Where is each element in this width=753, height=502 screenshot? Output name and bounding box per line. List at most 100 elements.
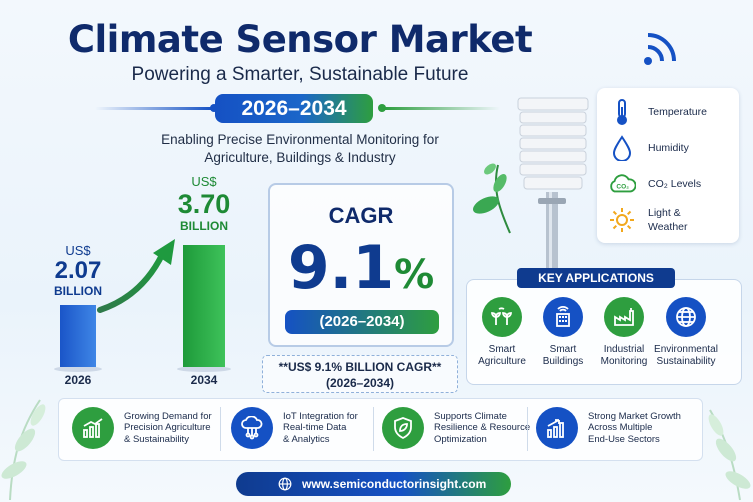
feature-line-1: IoT Integration for bbox=[283, 410, 358, 422]
value-number: 2.07 bbox=[54, 257, 102, 284]
application-label: Smart Buildings bbox=[530, 344, 596, 368]
sensor-item-light-weather: Light & Weather bbox=[608, 206, 688, 234]
market-value-2034: US$ 3.70 BILLION bbox=[160, 174, 248, 233]
unit-label: BILLION bbox=[180, 219, 228, 233]
feature-line-2: Real-time Data bbox=[283, 422, 347, 434]
sensor-label: Temperature bbox=[648, 105, 707, 119]
application-label-line-2: Buildings bbox=[542, 356, 584, 367]
features-strip bbox=[58, 398, 703, 461]
feature-label: Strong Market Growth Across Multiple End-U… bbox=[588, 411, 698, 446]
feature-line-2: Resilience & Resource bbox=[434, 422, 531, 434]
sensor-label: Light & Weather bbox=[648, 206, 688, 234]
sprout-icon bbox=[482, 297, 522, 337]
currency-label: US$ bbox=[65, 243, 91, 258]
feature-separator bbox=[527, 407, 528, 451]
feature-label: IoT Integration for Real-time Data & Analy… bbox=[283, 411, 393, 446]
leaf-sprig-icon bbox=[472, 163, 511, 234]
feature-line-3: & Analytics bbox=[283, 433, 330, 445]
wifi-signal-icon bbox=[644, 33, 676, 65]
bar-shadow-2034 bbox=[177, 366, 231, 372]
cagr-value: 9.1% bbox=[270, 233, 452, 310]
cagr-label: CAGR bbox=[328, 203, 394, 228]
application-label-line-1: Industrial bbox=[603, 344, 645, 355]
cagr-period: (2026–2034) bbox=[285, 310, 439, 334]
sensor-item-temperature: Temperature bbox=[608, 98, 707, 126]
building-icon bbox=[543, 297, 583, 337]
feature-iot-integration: IoT Integration for Real-time Data & Analy… bbox=[231, 407, 393, 449]
feature-line-1: Strong Market Growth bbox=[588, 410, 681, 422]
application-industrial-monitoring: Industrial Monitoring bbox=[591, 297, 657, 368]
feature-label: Growing Demand for Precision Agriculture &… bbox=[124, 411, 234, 446]
leaves-left-decoration bbox=[1, 399, 46, 501]
bar-2026 bbox=[60, 305, 96, 367]
application-label-line-2: Agriculture bbox=[478, 356, 526, 367]
feature-line-2: Across Multiple bbox=[588, 422, 653, 434]
year-label-2034: 2034 bbox=[190, 373, 218, 387]
application-label: Smart Agriculture bbox=[469, 344, 535, 368]
feature-line-2: Precision Agriculture bbox=[124, 422, 211, 434]
feature-climate-resilience: Supports Climate Resilience & Resource Opt… bbox=[382, 407, 544, 449]
page-subtitle: Powering a Smarter, Sustainable Future bbox=[131, 64, 469, 85]
application-label: Environmental Sustainability bbox=[653, 344, 719, 368]
sensor-label-line-1: CO₂ Levels bbox=[648, 178, 702, 190]
application-smart-buildings: Smart Buildings bbox=[530, 297, 596, 368]
cagr-number: 9.1 bbox=[287, 233, 395, 303]
globe-icon bbox=[278, 477, 292, 491]
sensor-label-line-1: Temperature bbox=[648, 106, 707, 118]
growth-arrow-icon bbox=[97, 239, 175, 313]
divider-right bbox=[385, 107, 500, 110]
tagline: Enabling Precise Environmental Monitorin… bbox=[100, 131, 500, 167]
feature-label: Supports Climate Resilience & Resource Opt… bbox=[434, 411, 544, 446]
tagline-line-1: Enabling Precise Environmental Monitorin… bbox=[161, 132, 439, 147]
application-label-line-2: Monitoring bbox=[600, 356, 648, 367]
value-number: 3.70 bbox=[177, 189, 231, 219]
globe-icon bbox=[666, 297, 706, 337]
divider-dot-left bbox=[210, 104, 218, 112]
bar-shadow-2026 bbox=[54, 366, 102, 372]
application-label-line-1: Smart bbox=[549, 344, 577, 355]
feature-growing-demand: Growing Demand for Precision Agriculture &… bbox=[72, 407, 234, 449]
website-url: www.semiconductorinsight.com bbox=[302, 477, 487, 491]
tagline-line-2: Agriculture, Buildings & Industry bbox=[204, 150, 396, 165]
year-label-2026: 2026 bbox=[64, 373, 92, 387]
application-label-line-2: Sustainability bbox=[656, 356, 716, 367]
feature-market-growth: Strong Market Growth Across Multiple End-U… bbox=[536, 407, 698, 449]
sensor-label-line-1: Humidity bbox=[648, 142, 689, 154]
shield-leaf-icon bbox=[382, 407, 424, 449]
co2-cloud-icon: CO₂ bbox=[608, 170, 636, 198]
application-environmental-sustainability: Environmental Sustainability bbox=[653, 297, 719, 368]
feature-separator bbox=[373, 407, 374, 451]
application-label-line-1: Environmental bbox=[654, 344, 718, 355]
svg-text:CO₂: CO₂ bbox=[616, 184, 629, 191]
application-label-line-1: Smart bbox=[488, 344, 516, 355]
water-drop-icon bbox=[608, 134, 636, 162]
weather-sensor-illustration bbox=[517, 97, 589, 270]
sensor-label-line-2: Weather bbox=[648, 221, 688, 233]
feature-line-3: Optimization bbox=[434, 433, 487, 445]
cagr-note-line-1: **US$ 9.1% BILLION CAGR** bbox=[278, 360, 442, 374]
thermometer-icon bbox=[608, 98, 636, 126]
bar-2034 bbox=[183, 245, 225, 367]
period-badge: 2026–2034 bbox=[215, 94, 373, 123]
website-link[interactable]: www.semiconductorinsight.com bbox=[236, 472, 511, 496]
sensor-label-line-1: Light & bbox=[648, 207, 681, 219]
unit-label: BILLION bbox=[54, 284, 102, 298]
cagr-note-line-2: (2026–2034) bbox=[325, 376, 395, 390]
feature-line-3: & Sustainability bbox=[124, 433, 189, 445]
application-label: Industrial Monitoring bbox=[591, 344, 657, 368]
feature-line-1: Supports Climate bbox=[434, 410, 507, 422]
factory-icon bbox=[604, 297, 644, 337]
sensor-item-co2: CO₂ CO₂ Levels bbox=[608, 170, 701, 198]
sensor-label: CO₂ Levels bbox=[648, 177, 701, 191]
cagr-note: **US$ 9.1% BILLION CAGR** (2026–2034) bbox=[262, 355, 458, 393]
feature-line-1: Growing Demand for bbox=[124, 410, 212, 422]
cagr-card: CAGR 9.1% (2026–2034) bbox=[268, 183, 454, 347]
growth-chart-icon bbox=[72, 407, 114, 449]
leaves-right-decoration bbox=[708, 409, 751, 501]
feature-line-3: End-Use Sectors bbox=[588, 433, 660, 445]
key-applications-title: KEY APPLICATIONS bbox=[517, 268, 675, 288]
feature-separator bbox=[220, 407, 221, 451]
market-value-2026: US$ 2.07 BILLION bbox=[38, 243, 118, 298]
sensor-types-panel bbox=[597, 88, 739, 243]
